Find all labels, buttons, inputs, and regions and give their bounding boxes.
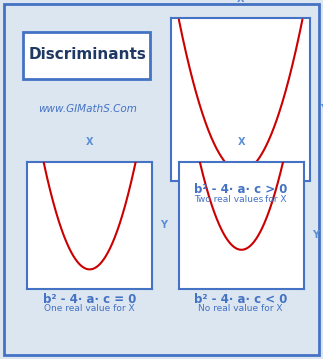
Text: X: X — [237, 0, 245, 4]
Text: b² - 4∙ a∙ c > 0: b² - 4∙ a∙ c > 0 — [194, 183, 287, 196]
Text: Y: Y — [320, 104, 323, 114]
Text: www.GIMathS.Com: www.GIMathS.Com — [38, 104, 137, 114]
Text: Y: Y — [312, 230, 319, 240]
Text: Y: Y — [161, 220, 168, 230]
Text: Discriminants: Discriminants — [28, 47, 146, 62]
Text: b² - 4∙ a∙ c = 0: b² - 4∙ a∙ c = 0 — [43, 293, 137, 306]
Text: One real value for X: One real value for X — [45, 304, 135, 313]
Text: X: X — [86, 137, 93, 147]
FancyBboxPatch shape — [23, 32, 150, 79]
Text: b² - 4∙ a∙ c < 0: b² - 4∙ a∙ c < 0 — [194, 293, 287, 306]
Text: No real value for X: No real value for X — [198, 304, 283, 313]
Text: Two real values for X: Two real values for X — [194, 195, 287, 204]
Text: X: X — [238, 137, 245, 147]
